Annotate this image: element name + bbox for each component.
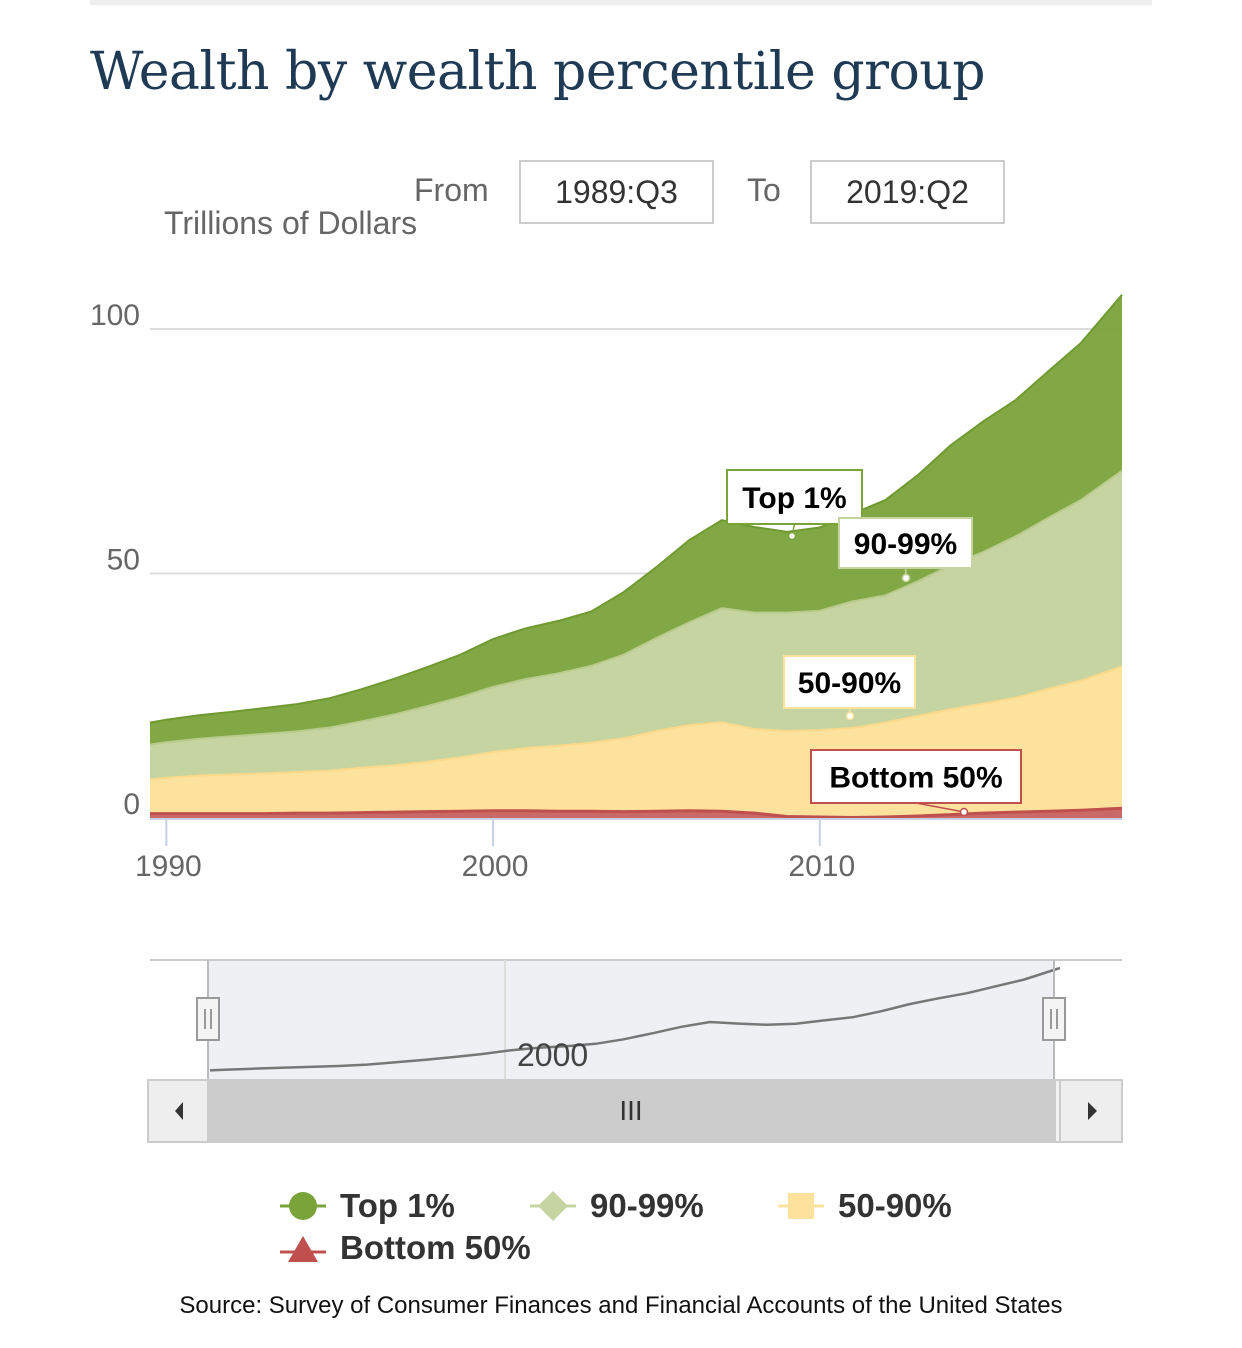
callout-dot [787, 531, 797, 541]
arrow-right-icon [1088, 1102, 1097, 1120]
navigator-axis-label: 2000 [517, 1037, 588, 1073]
callout-box [783, 655, 916, 709]
legend-item-90-99[interactable]: 90-99% [528, 1186, 704, 1226]
x-tick-label: 2000 [462, 850, 529, 883]
diamond-marker-icon [530, 1191, 576, 1221]
area-bottom-50-[interactable] [150, 808, 1122, 818]
x-tick-label: 1990 [135, 850, 202, 883]
square-marker-icon [778, 1193, 824, 1219]
scroll-left-button[interactable] [147, 1079, 209, 1143]
y-axis-label: Trillions of Dollars [164, 205, 417, 241]
legend-label: 90-99% [590, 1187, 704, 1224]
annotation-callout: 50-90% [783, 655, 916, 721]
callout-dot [901, 573, 911, 583]
navigator-series-line [209, 966, 1061, 1072]
navigator-selection[interactable] [208, 960, 1054, 1080]
arrow-left-icon [175, 1102, 183, 1120]
series-line [149, 665, 1123, 781]
callout-pointer [915, 802, 965, 813]
y-tick-label: 50 [107, 544, 140, 577]
chart-svg: Trillions of Dollars 1990 2000 2010 0 50 100… [90, 205, 1123, 1143]
annotation-callout: Bottom 50% [810, 749, 1022, 817]
scroll-right-button[interactable] [1059, 1079, 1123, 1143]
navigator-left-handle[interactable] [196, 997, 220, 1041]
range-from-label: From [414, 172, 489, 208]
annotation-callout: Top 1% [726, 469, 863, 541]
series-line [149, 294, 1123, 724]
legend-label: 50-90% [838, 1187, 952, 1224]
triangle-marker-icon [280, 1236, 326, 1262]
y-tick-label: 100 [90, 299, 140, 332]
legend-item-bottom50[interactable]: Bottom 50% [278, 1228, 531, 1268]
navigator-right-handle[interactable] [1042, 997, 1066, 1041]
callout-box [838, 517, 973, 569]
top-rule [90, 0, 1152, 5]
y-tick-label: 0 [123, 788, 140, 821]
annotation-label: Bottom 50% [829, 762, 1002, 795]
annotation-label: Top 1% [742, 482, 846, 515]
chart-title: Wealth by wealth percentile group [90, 42, 986, 102]
legend-label: Top 1% [340, 1187, 455, 1224]
range-to-input[interactable]: 2019:Q2 [810, 160, 1005, 224]
legend-item-top1[interactable]: Top 1% [278, 1186, 455, 1226]
circle-marker-icon [280, 1192, 326, 1220]
legend-label: Bottom 50% [340, 1229, 531, 1266]
x-tick-label: 2010 [788, 850, 855, 883]
callout-dot [845, 711, 855, 721]
scrollbar-thumb[interactable] [208, 1081, 1056, 1141]
callout-box [810, 749, 1022, 804]
source-note: Source: Survey of Consumer Finances and … [179, 1292, 1063, 1319]
navigator[interactable]: 2000 III [147, 959, 1123, 1143]
legend-item-50-90[interactable]: 50-90% [776, 1186, 952, 1226]
annotation-callout: 90-99% [838, 517, 973, 583]
annotation-label: 90-99% [854, 528, 957, 561]
callout-dot [959, 807, 969, 817]
range-to-label: To [747, 172, 781, 208]
callout-box [726, 469, 863, 525]
series-line [150, 806, 1123, 820]
annotation-label: 50-90% [798, 667, 901, 700]
scrollbar-grip-icon: III [619, 1095, 642, 1126]
range-from-input[interactable]: 1989:Q3 [519, 160, 714, 224]
